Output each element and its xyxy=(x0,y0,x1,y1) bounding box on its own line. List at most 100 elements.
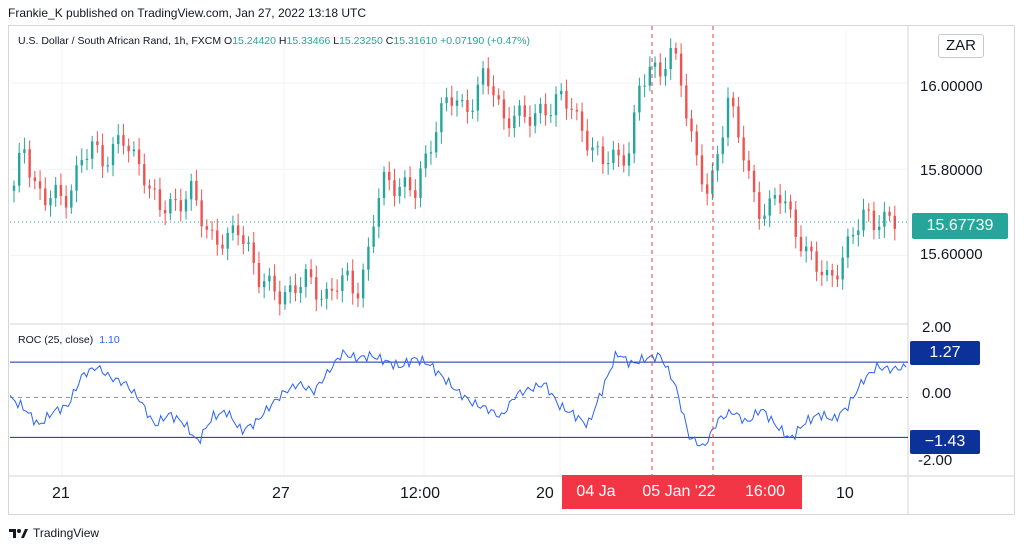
candle-body xyxy=(174,199,177,201)
candle-body xyxy=(633,112,636,154)
candle-body xyxy=(325,288,328,299)
candle-body xyxy=(804,246,808,252)
candle-body xyxy=(591,147,594,151)
candle-body xyxy=(523,105,526,117)
candle-body xyxy=(330,288,334,291)
candle-body xyxy=(205,226,209,230)
crosshair-time-label-date: 05 Jan '22 xyxy=(630,475,728,509)
candle-body xyxy=(356,293,360,299)
candle-body xyxy=(732,97,735,107)
roc-tick-label: 0.00 xyxy=(922,385,952,402)
time-axis-label: 10 xyxy=(836,485,854,502)
open-value: 15.24420 xyxy=(232,35,276,47)
candle-body xyxy=(544,104,547,116)
candle-body xyxy=(606,163,610,165)
candle-body xyxy=(570,108,573,110)
candle-body xyxy=(216,230,219,245)
candle-body xyxy=(64,195,68,208)
candle-body xyxy=(554,94,558,116)
candle-body xyxy=(533,113,537,126)
footer-brand[interactable]: TradingView xyxy=(8,526,99,540)
open-label: O xyxy=(224,35,233,47)
candle-body xyxy=(841,257,844,280)
candle-body xyxy=(283,292,287,305)
candle-body xyxy=(163,209,167,214)
candle-body xyxy=(304,269,308,288)
time-axis-label: 21 xyxy=(52,485,70,502)
candle-body xyxy=(190,180,193,200)
candle-body xyxy=(528,116,532,126)
candle-body xyxy=(429,152,433,154)
candle-body xyxy=(601,146,605,165)
candle-body xyxy=(872,210,876,231)
roc-tick-label: 2.00 xyxy=(922,319,952,336)
candle-body xyxy=(226,232,229,249)
candle-body xyxy=(622,155,625,166)
candle-body xyxy=(382,171,386,199)
candle-body xyxy=(846,236,850,258)
candle-body xyxy=(586,130,589,151)
roc-legend[interactable]: ROC (25, close) 1.10 xyxy=(18,334,120,346)
crosshair-time-label-time: 16:00 xyxy=(728,475,802,509)
candle-body xyxy=(669,48,672,69)
candle-body xyxy=(497,95,500,100)
candle-body xyxy=(507,118,511,129)
candle-body xyxy=(247,242,250,244)
candle-body xyxy=(820,271,824,276)
candle-body xyxy=(153,188,156,190)
candle-body xyxy=(101,145,104,167)
candle-body xyxy=(85,158,89,160)
candle-body xyxy=(487,68,490,87)
roc-series-line xyxy=(9,348,907,447)
roc-upper-level-badge: 1.27 xyxy=(910,341,980,365)
candle-body xyxy=(361,269,365,299)
candle-body xyxy=(726,97,730,138)
candle-body xyxy=(810,246,813,252)
candle-body xyxy=(49,198,52,206)
candle-body xyxy=(23,149,26,153)
candle-body xyxy=(695,131,698,156)
candle-body xyxy=(231,225,235,233)
candle-body xyxy=(346,270,349,276)
candle-body xyxy=(539,104,542,114)
candle-body xyxy=(38,181,42,189)
candle-body xyxy=(18,152,21,186)
symbol-legend: U.S. Dollar / South African Rand, 1h, FX… xyxy=(18,35,530,47)
candle-body xyxy=(648,66,652,86)
candle-body xyxy=(794,209,797,237)
candle-body xyxy=(273,275,276,292)
candle-body xyxy=(242,235,245,244)
candle-body xyxy=(143,164,146,186)
candle-body xyxy=(132,149,136,152)
candle-body xyxy=(513,115,516,129)
candle-body xyxy=(137,149,141,165)
candle-body xyxy=(106,165,110,167)
close-value: 15.31610 xyxy=(393,35,438,47)
candle-body xyxy=(148,185,151,189)
candle-body xyxy=(268,275,271,282)
candle-body xyxy=(773,195,777,199)
candle-body xyxy=(169,199,172,214)
currency-button[interactable]: ZAR xyxy=(938,34,984,58)
candle-body xyxy=(711,170,714,194)
chart-frame xyxy=(8,25,1015,515)
candle-body xyxy=(179,200,182,212)
candle-body xyxy=(372,226,375,247)
candle-body xyxy=(627,153,631,166)
roc-legend-label: ROC (25, close) xyxy=(18,334,94,346)
candle-body xyxy=(857,230,860,236)
candle-body xyxy=(54,184,57,199)
candle-body xyxy=(502,99,506,119)
candle-body xyxy=(888,211,891,216)
change-value: +0.07190 (+0.47%) xyxy=(440,35,530,47)
candle-body xyxy=(403,177,407,187)
candle-body xyxy=(184,199,188,212)
candle-body xyxy=(315,277,318,300)
candle-body xyxy=(612,149,615,164)
crosshair-time-label-start: 04 Ja xyxy=(562,475,630,509)
candle-body xyxy=(575,109,579,112)
time-axis-label: 27 xyxy=(272,485,290,502)
candle-body xyxy=(377,198,381,227)
candle-body xyxy=(408,177,412,191)
